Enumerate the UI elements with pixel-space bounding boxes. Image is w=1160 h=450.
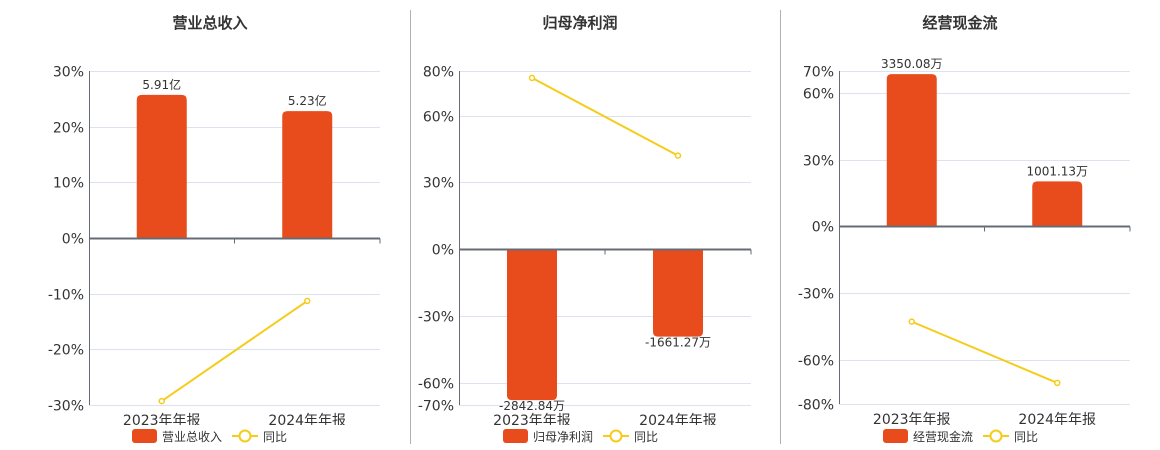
y-tick-label: -30% [418, 310, 454, 326]
yoy-point [908, 318, 915, 325]
y-tick-label: 0% [62, 232, 84, 248]
chart-revenue: 30% 20% 10% 0% -10% -20% -30% 5.91亿 5.23亿 2023年年报… [48, 65, 381, 425]
y-tick-label: 80% [423, 65, 454, 81]
bar-value-label: 1001.13万 [1026, 164, 1088, 178]
y-tick-label: 30% [803, 154, 834, 170]
legend-line-label[interactable]: 同比 [634, 429, 659, 444]
chart-title: 归母净利润 [542, 14, 618, 32]
bar [282, 111, 333, 238]
y-tick-label: -30% [798, 287, 834, 303]
yoy-point [674, 152, 682, 159]
y-tick-label: -20% [48, 343, 84, 359]
bar-value-label: 5.91亿 [142, 77, 181, 92]
y-tick-label: -70% [418, 399, 454, 415]
bar-value-label: -1661.27万 [645, 336, 711, 350]
y-tick-label: 20% [53, 121, 84, 137]
legend-line-icon[interactable] [983, 429, 1010, 443]
legend-line-icon[interactable] [603, 429, 630, 443]
chart-legend: 归母净利润 同比 [503, 428, 658, 444]
bar [886, 74, 937, 227]
bar-value-label: 3350.08万 [881, 57, 943, 71]
x-category-label: 2023年年报 [873, 412, 951, 425]
chart-legend: 营业总收入 同比 [132, 428, 287, 444]
x-category-label: 2024年年报 [1018, 412, 1096, 425]
x-category-label: 2024年年报 [268, 413, 346, 425]
y-tick-label: 30% [53, 65, 84, 81]
y-tick-label: 60% [423, 110, 454, 126]
chart-title: 营业总收入 [172, 14, 248, 32]
y-tick-label: 10% [53, 176, 84, 192]
y-tick-label: 0% [432, 243, 454, 259]
yoy-line [531, 77, 679, 157]
chart-title: 经营现金流 [922, 14, 998, 32]
bar-value-label: -2842.84万 [499, 399, 565, 413]
legend-line-label[interactable]: 同比 [263, 429, 288, 444]
y-tick-label: -60% [798, 354, 834, 370]
legend-bar-label[interactable]: 经营现金流 [913, 429, 974, 444]
legend-line-icon[interactable] [232, 429, 259, 443]
legend-line-label[interactable]: 同比 [1014, 429, 1039, 444]
legend-bar-swatch[interactable] [883, 429, 908, 443]
bar [1032, 181, 1083, 227]
y-tick-label: 70% [803, 65, 834, 81]
y-tick-label: 60% [803, 87, 834, 103]
x-category-label: 2023年年报 [493, 413, 571, 425]
legend-bar-label[interactable]: 营业总收入 [162, 429, 223, 444]
yoy-point [158, 397, 165, 405]
bar [507, 249, 557, 401]
yoy-point [528, 74, 536, 82]
x-category-label: 2024年年报 [639, 413, 717, 425]
y-tick-label: -30% [48, 399, 84, 415]
bar-value-label: 5.23亿 [288, 93, 327, 108]
chart-legend: 经营现金流 同比 [883, 428, 1038, 444]
yoy-line [911, 320, 1058, 384]
y-tick-label: -80% [798, 398, 834, 414]
yoy-point [304, 297, 311, 305]
legend-bar-swatch[interactable] [503, 429, 528, 443]
x-category-label: 2023年年报 [123, 413, 201, 425]
y-tick-label: -60% [418, 377, 454, 393]
yoy-point [1054, 379, 1061, 387]
legend-bar-swatch[interactable] [132, 429, 157, 443]
bar [653, 249, 703, 337]
yoy-line [161, 300, 308, 402]
y-tick-label: 30% [423, 176, 454, 192]
panel-divider [780, 10, 781, 444]
legend-bar-label[interactable]: 归母净利润 [533, 429, 594, 444]
bar [136, 94, 187, 238]
chart-net-profit: 80% 60% 30% 0% -30% -60% -70% -2842.84万 -1661.27… [418, 65, 752, 425]
y-tick-label: -10% [48, 288, 84, 304]
chart-operating-cashflow: 70% 60% 30% 0% -30% -60% -80% 3350.08万 1001.13万 2… [798, 57, 1131, 425]
y-tick-label: 0% [812, 220, 834, 236]
panel-divider [410, 10, 411, 444]
